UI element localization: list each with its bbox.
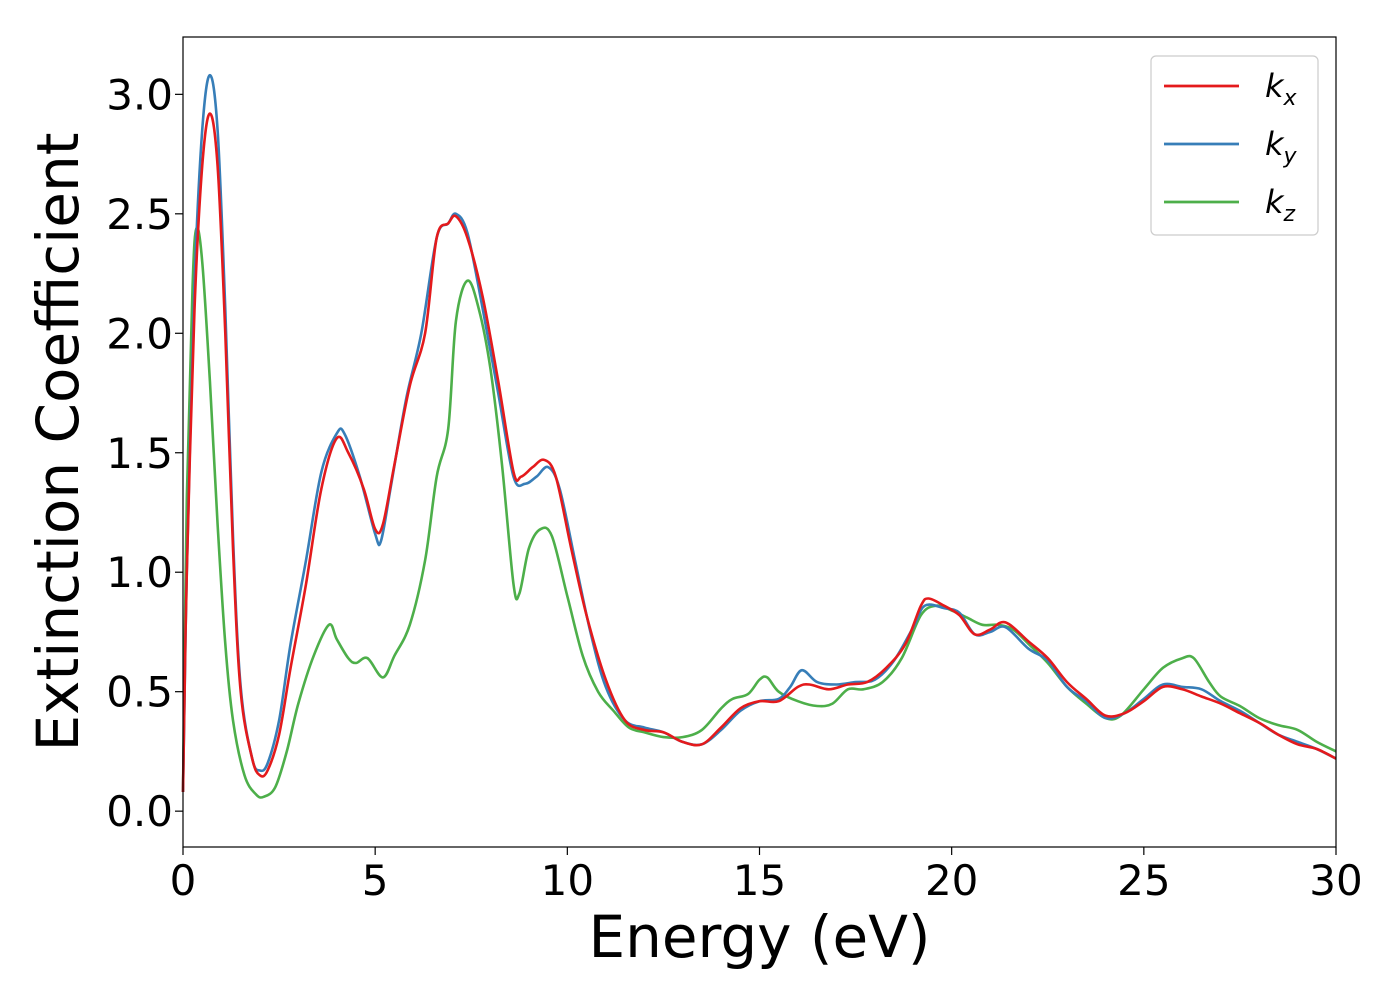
y-tick-label: 2.5 [106, 190, 173, 239]
y-axis-title: Extinction Coefficient [24, 133, 92, 752]
legend-box [1150, 55, 1319, 236]
x-tick-label: 0 [170, 856, 197, 905]
legend-label-kx: kx [1265, 67, 1298, 111]
y-tick-label: 2.0 [106, 309, 173, 358]
y-tick-label: 0.5 [106, 668, 173, 717]
y-axis: 0.0 0.5 1.0 1.5 2.0 2.5 3.0 [106, 70, 183, 836]
legend: kx ky kz [1150, 55, 1319, 236]
x-tick-label: 30 [1309, 856, 1362, 905]
series-line-kx [181, 112, 1337, 793]
y-tick-label: 1.0 [106, 548, 173, 597]
legend-label-kz: kz [1265, 183, 1296, 227]
x-tick-label: 20 [925, 856, 978, 905]
x-axis-title: Energy (eV) [588, 903, 930, 971]
y-tick-label: 3.0 [106, 70, 173, 119]
y-tick-label: 1.5 [106, 429, 173, 478]
series-layer [181, 73, 1337, 799]
legend-label-ky: ky [1265, 125, 1298, 169]
y-tick-label: 0.0 [106, 787, 173, 836]
x-tick-label: 15 [733, 856, 786, 905]
x-axis: 0 5 10 15 20 25 30 [170, 847, 1363, 905]
x-tick-label: 25 [1117, 856, 1170, 905]
x-tick-label: 10 [541, 856, 594, 905]
x-tick-label: 5 [362, 856, 389, 905]
